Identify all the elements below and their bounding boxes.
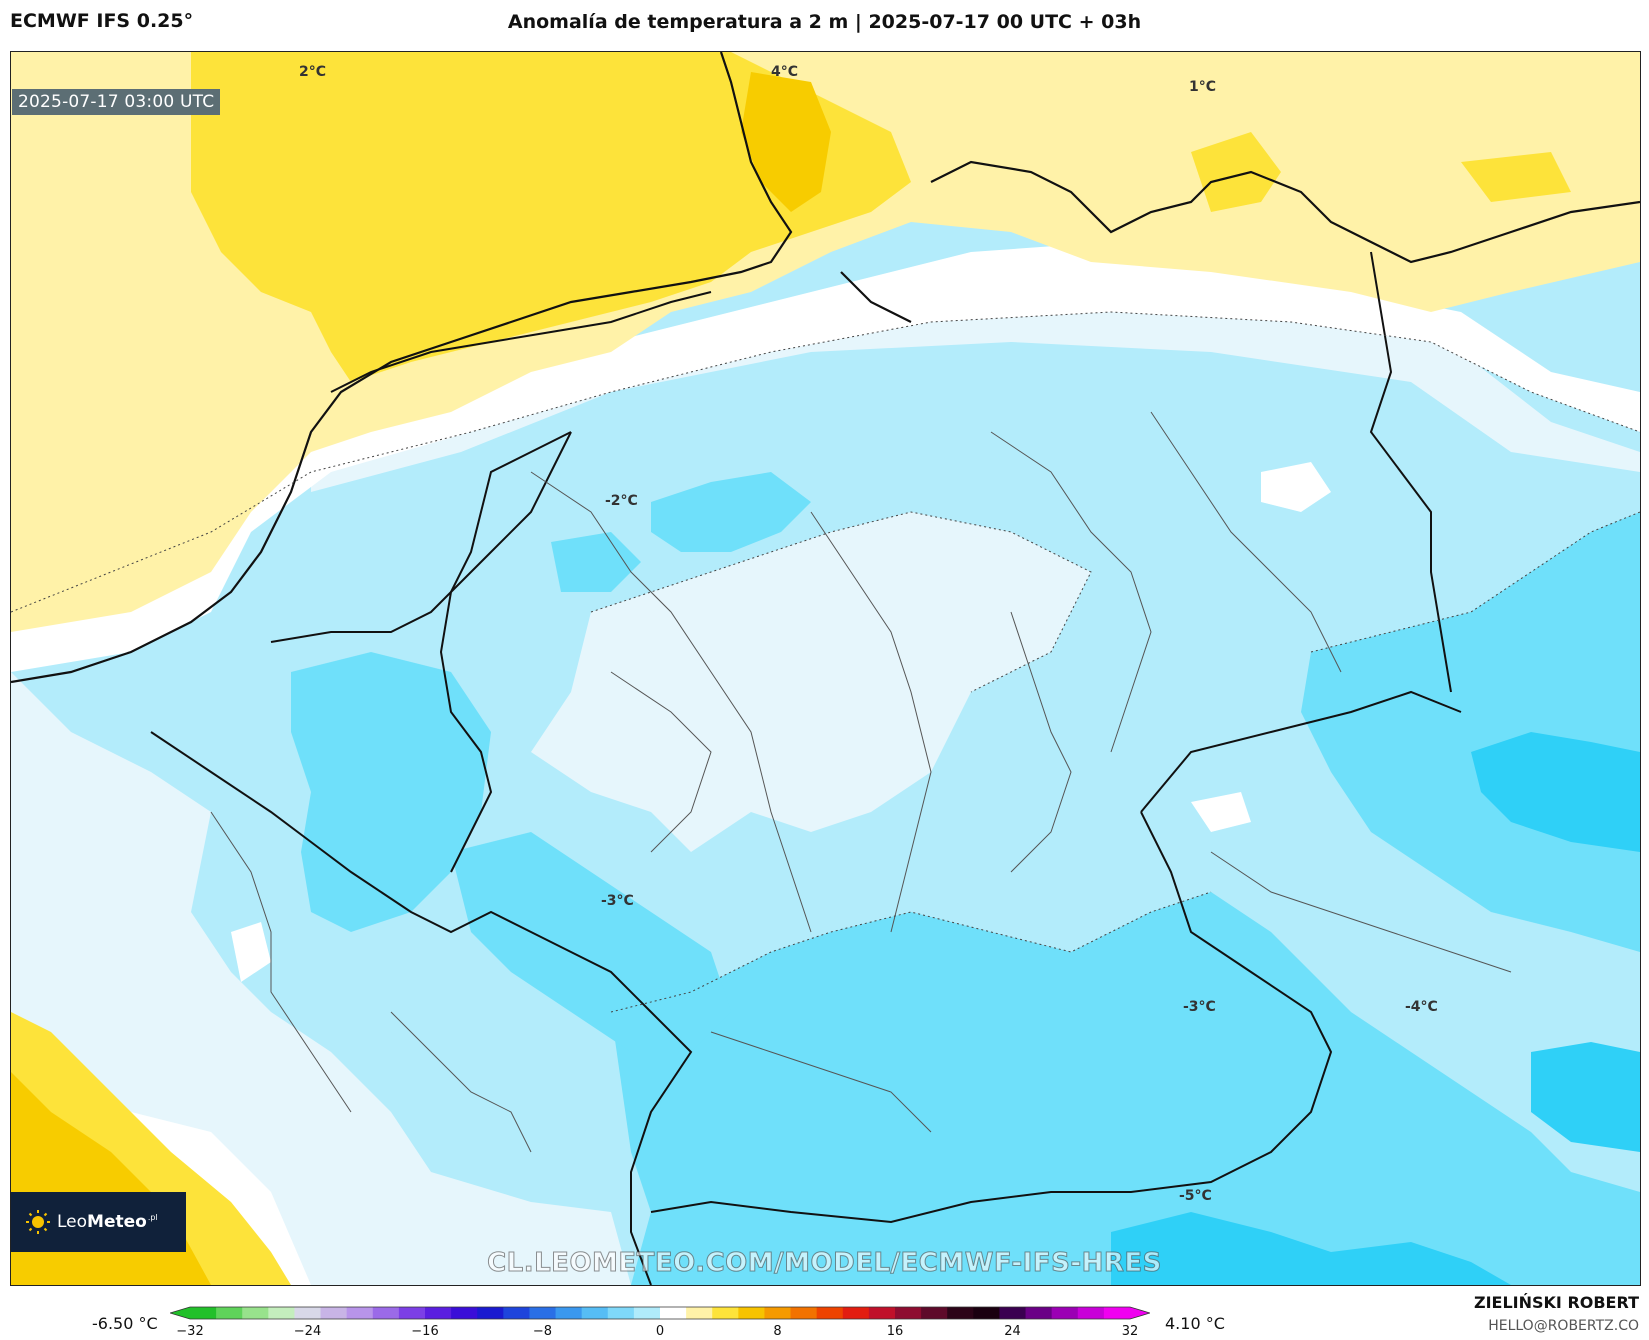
colorbar-segment (581, 1307, 609, 1319)
valid-time-badge: 2025-07-17 03:00 UTC (12, 89, 221, 115)
colorbar-segment (294, 1307, 322, 1319)
logo-brand-regular: Leo (57, 1212, 88, 1232)
colorbar-min-arrow (170, 1307, 190, 1319)
colorbar-segment (1025, 1307, 1053, 1319)
colorbar-segment (895, 1307, 922, 1319)
colorbar-segment (1051, 1307, 1079, 1319)
colorbar-tick-label: −16 (411, 1324, 439, 1339)
regional-borders (210, 411, 1512, 1153)
coastline-baltic (840, 160, 1640, 323)
contour-label: -5°C (1179, 1188, 1212, 1204)
cool-mid-east (1301, 512, 1640, 952)
coastline-islands (330, 291, 712, 393)
colorbar-segment (398, 1307, 426, 1319)
colorbar-segment (555, 1307, 583, 1319)
border-belgium-netherlands (270, 431, 572, 643)
colorbar-segment (633, 1307, 661, 1319)
warm-mid-northeast (1191, 132, 1571, 212)
cool-strong-south (1111, 1212, 1511, 1285)
colorbar-segment (660, 1307, 687, 1319)
warm-strong-north (741, 72, 831, 212)
brand-logo: LeoMeteo.pl (11, 1192, 186, 1252)
colorbar-segment (451, 1307, 478, 1319)
contour-label: -4°C (1405, 999, 1438, 1015)
contour-label: 1°C (1189, 79, 1217, 95)
colorbar-segment (477, 1307, 504, 1319)
colorbar-tick-label: 0 (655, 1324, 665, 1339)
cool-mid-midwest (451, 832, 731, 1052)
colorbar-max-label: 4.10 °C (1165, 1314, 1225, 1333)
colorbar-outline (170, 1306, 1150, 1320)
contour-label: -2°C (605, 493, 638, 509)
cool-mid-southeast (611, 892, 1640, 1285)
faint-cool-center (531, 512, 1091, 852)
source-watermark: CL.LEOMETEO.COM/MODEL/ECMWF-IFS-HRES (487, 1248, 1162, 1279)
colorbar-segment (268, 1307, 295, 1319)
colorbar-segment (216, 1307, 243, 1319)
colorbar-tick-label: −8 (532, 1324, 553, 1339)
colorbar-tick-label: 8 (773, 1324, 782, 1339)
warm-mid-north (191, 52, 911, 382)
page-title: Anomalía de temperatura a 2 m | 2025-07-… (507, 11, 1142, 33)
faint-cool-north (311, 292, 1640, 492)
colorbar-segment (868, 1307, 896, 1319)
anomaly-map (11, 52, 1640, 1285)
logo-text: LeoMeteo.pl (57, 1212, 158, 1232)
colorbar-tick-label: 32 (1121, 1324, 1139, 1339)
colorbar-segment (947, 1307, 974, 1319)
colorbar-segment (973, 1307, 1000, 1319)
colorbar-segment (842, 1307, 870, 1319)
logo-suffix: .pl (147, 1213, 158, 1223)
anomaly-contours (11, 311, 1640, 1013)
neutral-island-east (1191, 462, 1331, 832)
cool-mid-west (291, 652, 491, 932)
colorbar-segment (686, 1307, 713, 1319)
map-panel[interactable]: 2°C 4°C 1°C -2°C -3°C -3°C -4°C -5°C (10, 51, 1641, 1286)
colorbar-max-arrow (1130, 1307, 1150, 1319)
colorbar-segment (320, 1307, 348, 1319)
colorbar-segment (372, 1307, 400, 1319)
colorbar-segment (503, 1307, 530, 1319)
colorbar-segment (712, 1307, 739, 1319)
colorbar-tick-label: −32 (176, 1324, 204, 1339)
cool-strong-southeast-patch (1531, 1042, 1640, 1152)
border-czech (650, 690, 1462, 1224)
colorbar-segment (764, 1307, 792, 1319)
colorbar-segment (607, 1307, 635, 1319)
colorbar-segment (346, 1307, 374, 1319)
contour-label: 2°C (299, 64, 327, 80)
colorbar-segment (529, 1307, 557, 1319)
author-email: HELLO@ROBERTZ.CO (1488, 1318, 1639, 1334)
colorbar-segment (921, 1307, 948, 1319)
colorbar (170, 1306, 1150, 1320)
contour-label: 4°C (771, 64, 799, 80)
model-title: ECMWF IFS 0.25° (10, 10, 194, 32)
colorbar-segment (242, 1307, 269, 1319)
colorbar-segment (190, 1307, 217, 1319)
logo-brand-bold: Meteo (87, 1212, 147, 1232)
colorbar-segment (1077, 1307, 1105, 1319)
contour-label: -3°C (601, 893, 634, 909)
colorbar-segment (816, 1307, 844, 1319)
cool-strong-east (1471, 732, 1640, 852)
border-germany-east (439, 431, 572, 873)
colorbar-segment (1103, 1307, 1131, 1319)
coastline-north-sea (11, 52, 793, 684)
neutral-island-west (231, 922, 271, 982)
colorbar-tick-label: −24 (293, 1324, 322, 1339)
colorbar-tick-label: 16 (886, 1324, 904, 1339)
colorbar-segment (425, 1307, 452, 1319)
cool-mid-north-patch (551, 472, 811, 592)
contour-label: -3°C (1183, 999, 1216, 1015)
border-france-germany (150, 731, 693, 1285)
sun-icon (26, 1210, 50, 1234)
colorbar-segment (999, 1307, 1027, 1319)
colorbar-segment (738, 1307, 765, 1319)
border-germany-poland (1369, 251, 1452, 693)
colorbar-min-label: -6.50 °C (92, 1314, 158, 1333)
colorbar-tick-label: 24 (1004, 1324, 1021, 1339)
neutral-zone-north (11, 242, 1640, 672)
colorbar-segment (790, 1307, 818, 1319)
author-name: ZIELIŃSKI ROBERT (1473, 1293, 1639, 1312)
